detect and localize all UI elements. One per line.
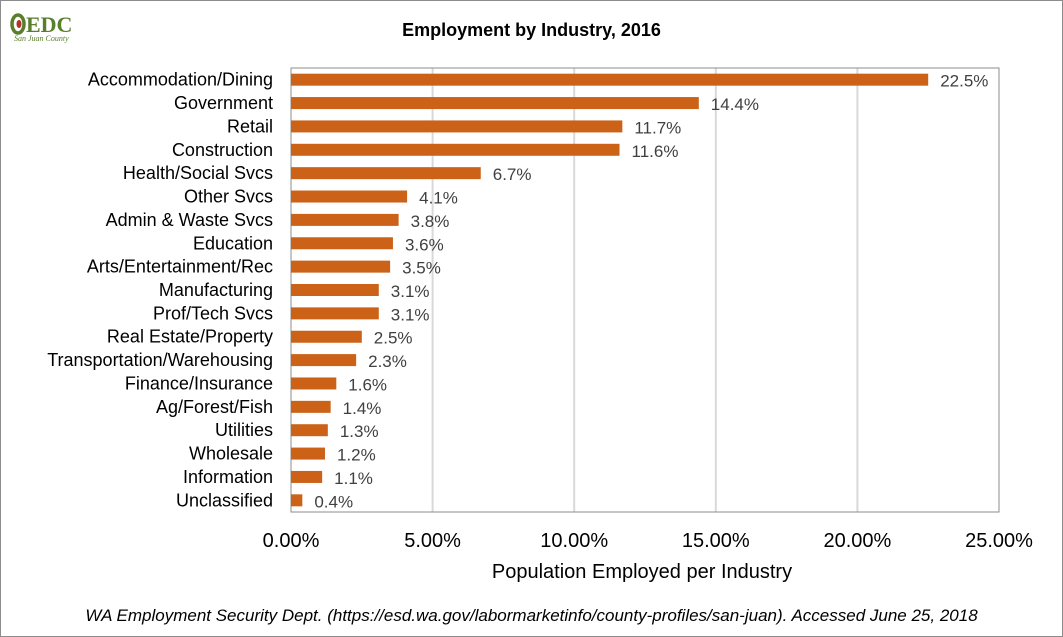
data-label: 22.5% bbox=[940, 72, 988, 91]
data-label: 1.3% bbox=[340, 422, 379, 441]
category-label: Information bbox=[183, 467, 273, 487]
bar bbox=[291, 97, 699, 110]
data-label: 2.3% bbox=[368, 352, 407, 371]
data-label: 3.1% bbox=[391, 305, 430, 324]
category-label: Health/Social Svcs bbox=[123, 163, 273, 183]
bar bbox=[291, 400, 331, 413]
bar bbox=[291, 354, 357, 367]
gridlines bbox=[431, 68, 859, 512]
chart-title: Employment by Industry, 2016 bbox=[402, 20, 661, 40]
bar bbox=[291, 330, 362, 343]
bar bbox=[291, 213, 399, 226]
category-label: Admin & Waste Svcs bbox=[106, 210, 273, 230]
bar-chart: Accommodation/Dining Government Retail Cons… bbox=[47, 67, 1033, 583]
logo-text: EDC bbox=[26, 12, 72, 37]
category-label: Arts/Entertainment/Rec bbox=[87, 257, 273, 277]
bar bbox=[291, 470, 323, 483]
x-axis-label: Population Employed per Industry bbox=[492, 561, 792, 583]
category-label: Wholesale bbox=[189, 444, 273, 464]
data-label: 3.8% bbox=[411, 212, 450, 231]
x-tick-labels: 0.00% 5.00% 10.00% 15.00% 20.00% 25.00% bbox=[263, 530, 1033, 552]
data-label: 1.2% bbox=[337, 446, 376, 465]
bar bbox=[291, 120, 623, 133]
edc-logo: EDC San Juan County bbox=[10, 10, 100, 44]
category-label: Utilities bbox=[215, 420, 273, 440]
x-tick-label: 10.00% bbox=[540, 530, 608, 552]
bar bbox=[291, 143, 620, 156]
category-label: Ag/Forest/Fish bbox=[156, 397, 273, 417]
logo-subtext: San Juan County bbox=[14, 34, 69, 43]
category-label: Unclassified bbox=[176, 490, 273, 510]
category-labels: Accommodation/Dining Government Retail Cons… bbox=[47, 70, 273, 511]
bar bbox=[291, 447, 325, 460]
category-label: Education bbox=[193, 233, 273, 253]
data-label: 2.5% bbox=[374, 329, 413, 348]
x-tick-label: 5.00% bbox=[404, 530, 461, 552]
bar bbox=[291, 190, 408, 203]
category-label: Construction bbox=[172, 140, 273, 160]
data-label: 6.7% bbox=[493, 165, 532, 184]
bar bbox=[291, 424, 328, 437]
bar bbox=[291, 237, 393, 250]
category-label: Other Svcs bbox=[184, 187, 273, 207]
category-label: Finance/Insurance bbox=[125, 373, 273, 393]
data-label: 1.1% bbox=[334, 469, 373, 488]
category-label: Prof/Tech Svcs bbox=[153, 303, 273, 323]
category-label: Retail bbox=[227, 116, 273, 136]
data-label: 3.1% bbox=[391, 282, 430, 301]
bar bbox=[291, 260, 391, 273]
data-label: 3.6% bbox=[405, 235, 444, 254]
logo-mark: EDC San Juan County bbox=[10, 12, 72, 43]
bar bbox=[291, 494, 303, 507]
category-label: Real Estate/Property bbox=[107, 327, 273, 347]
data-label: 0.4% bbox=[314, 492, 353, 511]
bars bbox=[291, 73, 929, 507]
data-label: 4.1% bbox=[419, 189, 458, 208]
data-label: 1.6% bbox=[348, 375, 387, 394]
data-label: 3.5% bbox=[402, 259, 441, 278]
value-labels: 22.5% 14.4% 11.7% 11.6% 6.7% 4.1% 3.8% 3.6% 3.5%… bbox=[314, 72, 988, 512]
category-label: Accommodation/Dining bbox=[88, 70, 273, 90]
source-note: WA Employment Security Dept. (https://es… bbox=[85, 606, 978, 625]
data-label: 11.6% bbox=[632, 142, 679, 161]
bar bbox=[291, 377, 337, 390]
bar bbox=[291, 167, 481, 180]
category-label: Manufacturing bbox=[159, 280, 273, 300]
data-label: 11.7% bbox=[634, 118, 681, 137]
x-tick-label: 0.00% bbox=[263, 530, 320, 552]
logo-o-seed bbox=[16, 20, 22, 28]
data-label: 14.4% bbox=[711, 95, 759, 114]
data-label: 1.4% bbox=[343, 399, 382, 418]
x-tick-label: 15.00% bbox=[682, 530, 750, 552]
x-tick-label: 25.00% bbox=[965, 530, 1033, 552]
logo-o-ring bbox=[10, 13, 26, 35]
category-label: Government bbox=[174, 93, 273, 113]
category-label: Transportation/Warehousing bbox=[47, 350, 273, 370]
bar bbox=[291, 73, 929, 86]
bar bbox=[291, 307, 379, 320]
x-tick-label: 20.00% bbox=[823, 530, 891, 552]
bar bbox=[291, 284, 379, 296]
